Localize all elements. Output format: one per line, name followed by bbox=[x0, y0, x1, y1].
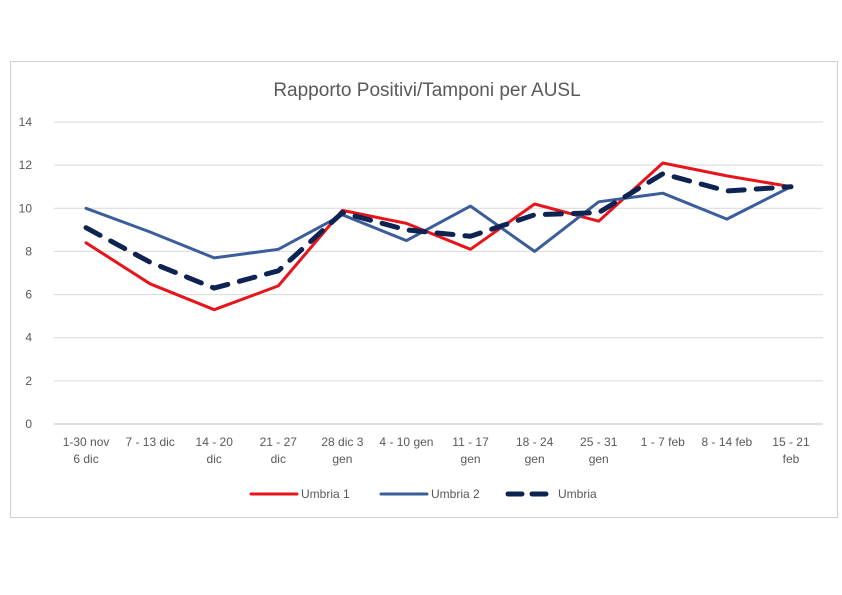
legend-label: Umbria bbox=[558, 487, 597, 501]
y-tick-label: 6 bbox=[25, 288, 32, 302]
y-axis-ticks: 0 2 4 6 8 10 12 14 bbox=[19, 115, 33, 431]
x-tick-label: 11 - 17 gen bbox=[452, 435, 489, 466]
gridlines bbox=[54, 121, 823, 425]
x-axis-ticks: 1-30 nov 6 dic 7 - 13 dic 14 - 20 dic 21 - 27… bbox=[63, 435, 810, 466]
y-tick-label: 0 bbox=[25, 417, 32, 431]
x-tick-label: 1-30 nov 6 dic bbox=[63, 435, 110, 466]
series-line-umbria-2 bbox=[84, 185, 793, 260]
legend-label: Umbria 1 bbox=[301, 487, 350, 501]
y-tick-label: 10 bbox=[19, 201, 33, 215]
series-line-umbria bbox=[83, 171, 794, 291]
x-tick-label: 28 dic 3 gen bbox=[321, 435, 363, 466]
x-tick-label: 15 - 21 feb bbox=[772, 435, 810, 466]
series-lines bbox=[83, 161, 794, 312]
y-tick-label: 14 bbox=[19, 115, 33, 129]
series-line-umbria-1 bbox=[84, 161, 793, 312]
x-tick-label: 14 - 20 dic bbox=[196, 435, 234, 466]
x-tick-label: 18 - 24 gen bbox=[516, 435, 554, 466]
y-tick-label: 4 bbox=[25, 331, 32, 345]
legend: Umbria 1 Umbria 2 Umbria bbox=[249, 487, 597, 501]
legend-label: Umbria 2 bbox=[431, 487, 480, 501]
chart-frame: Rapporto Positivi/Tamponi per AUSL 0 2 4 6 8… bbox=[10, 61, 838, 518]
y-tick-label: 2 bbox=[25, 374, 32, 388]
x-tick-label: 4 - 10 gen bbox=[379, 435, 433, 449]
y-tick-label: 12 bbox=[19, 158, 33, 172]
x-tick-label: 21 - 27 dic bbox=[260, 435, 298, 466]
x-tick-label: 8 - 14 feb bbox=[702, 435, 753, 449]
x-tick-label: 1 - 7 feb bbox=[641, 435, 685, 449]
x-tick-label: 7 - 13 dic bbox=[125, 435, 174, 449]
x-tick-label: 25 - 31 gen bbox=[580, 435, 618, 466]
y-tick-label: 8 bbox=[25, 244, 32, 258]
line-chart: Rapporto Positivi/Tamponi per AUSL 0 2 4 6 8… bbox=[19, 80, 823, 501]
chart-title: Rapporto Positivi/Tamponi per AUSL bbox=[273, 80, 580, 101]
